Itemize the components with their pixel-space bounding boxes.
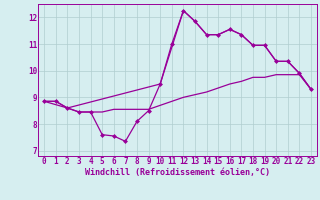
X-axis label: Windchill (Refroidissement éolien,°C): Windchill (Refroidissement éolien,°C)	[85, 168, 270, 177]
